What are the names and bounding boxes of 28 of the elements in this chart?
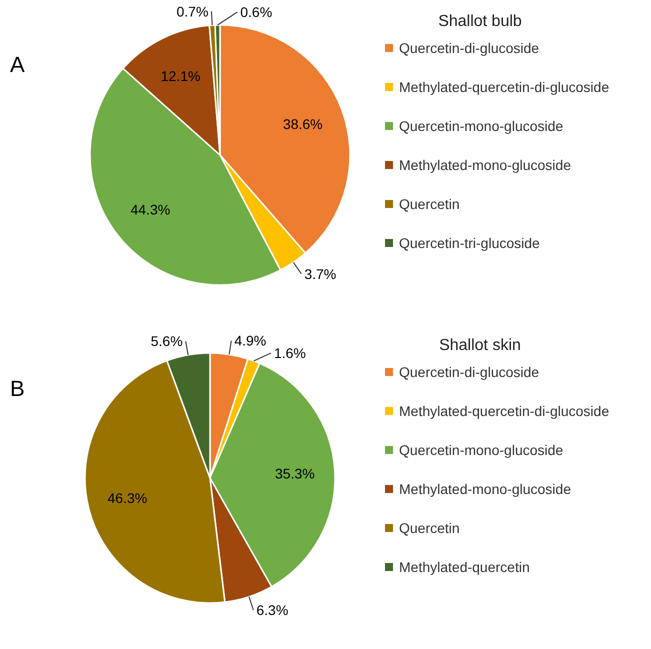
legend-label: Methylated-quercetin-di-glucoside: [399, 79, 610, 95]
legend-label: Methylated-mono-glucoside: [399, 157, 572, 173]
text: B: [10, 376, 25, 401]
legend-label: Quercetin-mono-glucoside: [399, 118, 564, 134]
data-label: 35.3%: [275, 465, 315, 482]
data-label: 0.7%: [176, 3, 208, 20]
data-label: 5.6%: [150, 333, 183, 350]
legend-label: Quercetin: [399, 520, 460, 536]
text: A: [10, 52, 25, 77]
data-label: 3.7%: [304, 266, 336, 282]
chart-title: Shallot bulb: [438, 13, 522, 30]
chart-title: Shallot skin: [439, 337, 521, 354]
data-label: 38.6%: [282, 116, 323, 132]
data-label: 0.6%: [240, 4, 272, 20]
legend-label: Quercetin-mono-glucoside: [399, 442, 564, 458]
legend-label: Quercetin-tri-glucoside: [399, 235, 540, 251]
data-label: 44.3%: [130, 201, 170, 218]
legend-label: Methylated-quercetin-di-glucoside: [399, 403, 610, 419]
data-label: 1.6%: [274, 345, 306, 362]
data-label: 12.1%: [160, 68, 200, 84]
legend-label: Methylated-quercetin: [399, 559, 530, 575]
data-label: 6.3%: [256, 602, 288, 618]
legend-label: Quercetin: [399, 196, 460, 212]
legend-label: Methylated-mono-glucoside: [399, 481, 572, 497]
data-label: 4.9%: [234, 332, 266, 349]
legend-label: Quercetin-di-glucoside: [399, 364, 540, 380]
data-label: 46.3%: [107, 490, 148, 506]
legend-label: Quercetin-di-glucoside: [399, 40, 540, 56]
